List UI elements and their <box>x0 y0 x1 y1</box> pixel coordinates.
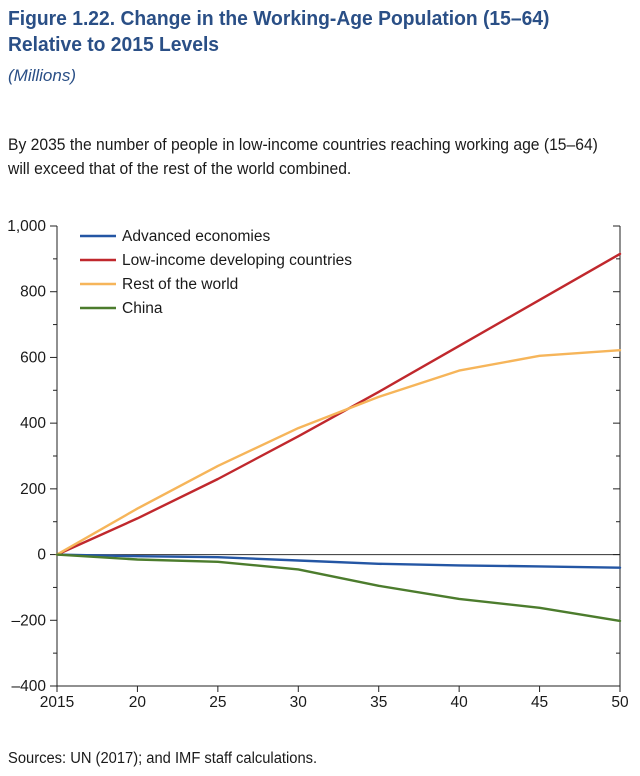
figure-title: Figure 1.22. Change in the Working-Age P… <box>8 6 596 58</box>
chart-series <box>55 252 622 623</box>
y-tick-label: 400 <box>20 415 46 432</box>
units-label: (Millions) <box>8 66 76 85</box>
legend-label-advanced-economies: Advanced economies <box>122 228 270 245</box>
x-tick-label: 35 <box>370 694 387 710</box>
series-line-low-income-developing-countries <box>55 252 622 556</box>
y-tick-label: 200 <box>20 481 46 498</box>
x-tick-label: 40 <box>451 694 469 710</box>
series-line-advanced-economies <box>55 553 622 569</box>
source-note: Sources: UN (2017); and IMF staff calcul… <box>8 750 318 767</box>
y-tick-label: 800 <box>20 284 46 301</box>
y-tick-label: –400 <box>12 678 47 695</box>
x-tick-label: 30 <box>290 694 308 710</box>
y-tick-label: 1,000 <box>7 218 46 235</box>
figure-title-line-2: Relative to 2015 Levels <box>8 33 220 56</box>
y-tick-label: –200 <box>12 612 47 629</box>
x-tick-label: 2015 <box>40 694 74 710</box>
y-tick-label: 0 <box>37 547 46 564</box>
legend-label-rest-of-the-world: Rest of the world <box>122 276 238 293</box>
legend-label-china: China <box>122 300 163 317</box>
x-tick-label: 20 <box>129 694 147 710</box>
series-line-china <box>55 553 622 623</box>
figure-title-line-1: Figure 1.22. Change in the Working-Age P… <box>8 7 550 30</box>
chart-legend: Advanced economies Low-income developing … <box>80 228 352 317</box>
x-tick-label: 25 <box>209 694 226 710</box>
legend-label-low-income-developing-countries: Low-income developing countries <box>122 252 352 269</box>
y-tick-label: 600 <box>20 349 46 366</box>
x-tick-label: 45 <box>531 694 548 710</box>
figure-description: By 2035 the number of people in low-inco… <box>8 136 598 178</box>
x-tick-label: 50 <box>611 694 629 710</box>
series-line-rest-of-the-world <box>55 348 622 556</box>
